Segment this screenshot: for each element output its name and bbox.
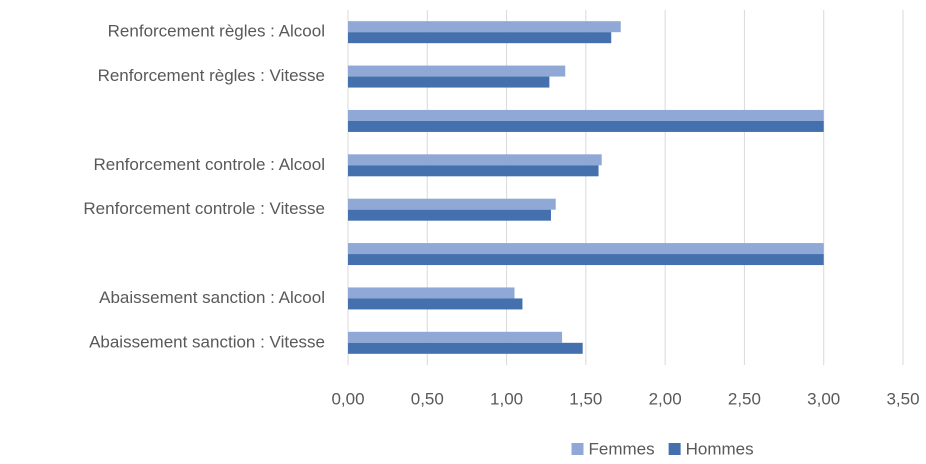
bar <box>348 331 563 343</box>
bar <box>348 109 824 121</box>
y-tick-label: Renforcement règles : Alcool <box>108 22 325 41</box>
bar <box>348 32 612 44</box>
bar <box>348 209 551 221</box>
x-tick-label: 0,50 <box>411 389 444 408</box>
x-tick-label: 2,00 <box>649 389 682 408</box>
x-tick-label: 3,50 <box>886 389 919 408</box>
y-tick-label: Abaissement sanction : Vitesse <box>89 332 325 351</box>
bar <box>348 287 515 299</box>
y-tick-label: Renforcement controle : Alcool <box>93 155 325 174</box>
legend-swatch <box>668 443 681 455</box>
x-tick-label: 3,00 <box>807 389 840 408</box>
bar <box>348 342 583 354</box>
bar <box>348 243 824 255</box>
bar <box>348 120 824 132</box>
legend-swatch <box>571 443 584 455</box>
bar <box>348 154 602 166</box>
x-tick-label: 0,00 <box>331 389 364 408</box>
x-tick-label: 1,50 <box>569 389 602 408</box>
bar <box>348 198 556 210</box>
bar <box>348 21 621 33</box>
legend-label: Hommes <box>686 439 754 458</box>
x-tick-label: 1,00 <box>490 389 523 408</box>
bar <box>348 254 824 266</box>
bar <box>348 298 523 310</box>
y-tick-label: Renforcement controle : Vitesse <box>83 199 325 218</box>
y-tick-label: Abaissement sanction : Alcool <box>99 288 325 307</box>
bar <box>348 65 566 77</box>
x-tick-label: 2,50 <box>728 389 761 408</box>
bar <box>348 76 550 88</box>
bar <box>348 165 599 177</box>
y-tick-label: Renforcement règles : Vitesse <box>98 66 325 85</box>
legend-label: Femmes <box>589 439 655 458</box>
